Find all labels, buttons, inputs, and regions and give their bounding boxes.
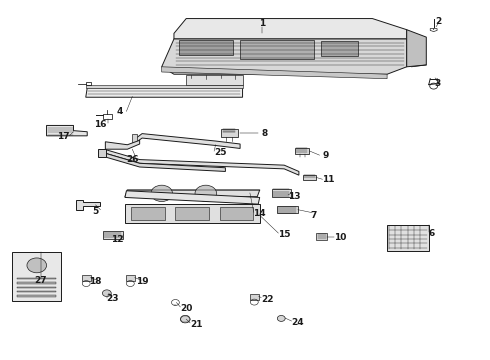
Text: 24: 24 (291, 318, 304, 327)
Polygon shape (86, 88, 243, 97)
Polygon shape (174, 19, 407, 39)
Polygon shape (17, 282, 56, 284)
Polygon shape (17, 287, 56, 288)
Text: 20: 20 (180, 303, 193, 312)
Text: 23: 23 (106, 294, 119, 303)
Text: 4: 4 (117, 107, 123, 116)
Polygon shape (387, 225, 429, 251)
Polygon shape (125, 190, 260, 197)
Polygon shape (316, 233, 327, 240)
Text: 22: 22 (261, 295, 273, 304)
Text: 9: 9 (322, 151, 329, 160)
Text: 11: 11 (322, 175, 335, 184)
Polygon shape (131, 207, 165, 220)
Text: 14: 14 (253, 209, 266, 218)
Polygon shape (321, 41, 358, 57)
Text: 8: 8 (262, 129, 268, 138)
Polygon shape (17, 291, 56, 292)
Circle shape (180, 315, 190, 323)
Circle shape (195, 185, 217, 202)
Polygon shape (47, 125, 87, 136)
Polygon shape (105, 153, 225, 171)
Polygon shape (12, 252, 61, 301)
Text: 16: 16 (94, 120, 107, 129)
Text: 21: 21 (190, 320, 202, 329)
Polygon shape (103, 231, 122, 239)
Text: 6: 6 (428, 229, 434, 238)
Polygon shape (295, 148, 309, 154)
Polygon shape (186, 75, 243, 85)
Polygon shape (17, 278, 56, 279)
Polygon shape (125, 191, 260, 204)
Polygon shape (82, 275, 91, 281)
Text: 10: 10 (334, 233, 347, 242)
Text: 26: 26 (126, 155, 139, 164)
Circle shape (102, 290, 111, 297)
Text: 1: 1 (259, 19, 265, 28)
Text: 12: 12 (111, 235, 124, 244)
Polygon shape (277, 206, 298, 213)
Text: 17: 17 (57, 132, 70, 141)
Circle shape (27, 258, 47, 273)
Polygon shape (250, 294, 259, 300)
Polygon shape (135, 134, 240, 148)
Text: 15: 15 (278, 230, 291, 239)
Polygon shape (105, 140, 140, 149)
Polygon shape (303, 175, 316, 180)
Text: 18: 18 (89, 277, 102, 286)
Circle shape (151, 185, 172, 202)
Polygon shape (220, 207, 253, 220)
Polygon shape (162, 67, 387, 79)
Polygon shape (179, 40, 233, 55)
Text: 19: 19 (136, 277, 148, 286)
Polygon shape (407, 30, 426, 67)
Text: 2: 2 (436, 17, 441, 26)
Polygon shape (98, 149, 106, 157)
Polygon shape (240, 40, 314, 59)
Polygon shape (175, 207, 209, 220)
Text: 27: 27 (34, 276, 47, 285)
Text: 5: 5 (93, 207, 98, 216)
Text: 25: 25 (214, 148, 227, 157)
Text: 3: 3 (435, 79, 441, 88)
Polygon shape (220, 129, 238, 136)
Text: 13: 13 (288, 192, 300, 201)
Polygon shape (162, 39, 407, 74)
Circle shape (277, 315, 285, 321)
Polygon shape (132, 134, 137, 143)
Polygon shape (126, 275, 135, 281)
Polygon shape (125, 204, 260, 223)
Polygon shape (17, 296, 56, 297)
Polygon shape (105, 149, 299, 175)
Polygon shape (76, 201, 100, 210)
Polygon shape (272, 189, 291, 197)
Text: 7: 7 (310, 211, 317, 220)
Polygon shape (86, 85, 243, 88)
